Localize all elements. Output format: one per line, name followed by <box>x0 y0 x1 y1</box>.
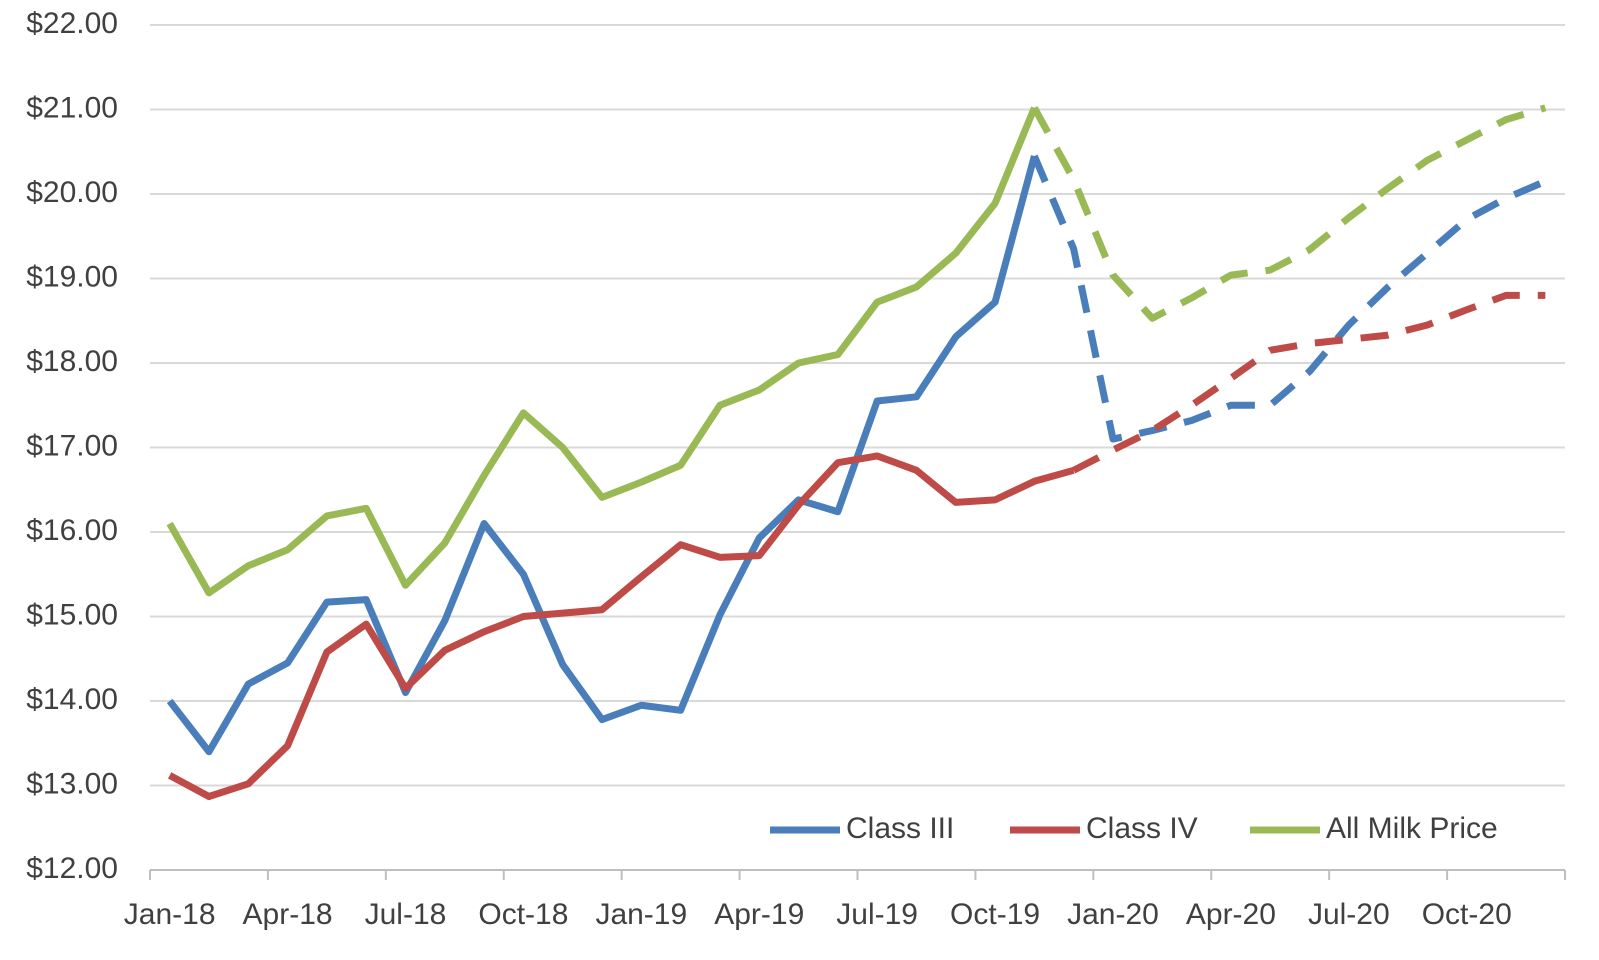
forecast-line <box>1072 291 1546 474</box>
y-tick-label: $19.00 <box>26 260 118 293</box>
series-line <box>167 452 1075 800</box>
legend-label: All Milk Price <box>1326 812 1498 845</box>
x-tick-label: Jan-19 <box>595 898 687 931</box>
y-tick-label: $21.00 <box>26 91 118 124</box>
x-tick-label: Apr-20 <box>1186 898 1276 931</box>
x-tick-label: Jul-20 <box>1308 898 1390 931</box>
x-tick-label: Apr-18 <box>243 898 333 931</box>
x-tick-label: Jan-20 <box>1067 898 1159 931</box>
x-tick-label: Oct-18 <box>478 898 568 931</box>
x-tick-label: Oct-20 <box>1422 898 1512 931</box>
series-line <box>166 155 1038 756</box>
series-line <box>166 106 1038 597</box>
y-tick-label: $22.00 <box>26 7 118 40</box>
y-tick-label: $13.00 <box>26 767 118 800</box>
x-tick-label: Jan-18 <box>124 898 216 931</box>
forecast-line <box>1031 104 1547 322</box>
x-tick-label: Apr-19 <box>714 898 804 931</box>
legend-label: Class IV <box>1086 812 1198 845</box>
legend-label: Class III <box>846 812 954 845</box>
y-tick-label: $16.00 <box>26 514 118 547</box>
y-tick-label: $12.00 <box>26 852 118 885</box>
y-tick-label: $14.00 <box>26 683 118 716</box>
x-tick-label: Jul-19 <box>836 898 918 931</box>
y-tick-label: $15.00 <box>26 598 118 631</box>
y-tick-label: $20.00 <box>26 176 118 209</box>
forecast-line <box>1031 154 1547 443</box>
y-tick-label: $17.00 <box>26 429 118 462</box>
y-tick-label: $18.00 <box>26 345 118 378</box>
x-tick-label: Oct-19 <box>950 898 1040 931</box>
x-tick-label: Jul-18 <box>365 898 447 931</box>
